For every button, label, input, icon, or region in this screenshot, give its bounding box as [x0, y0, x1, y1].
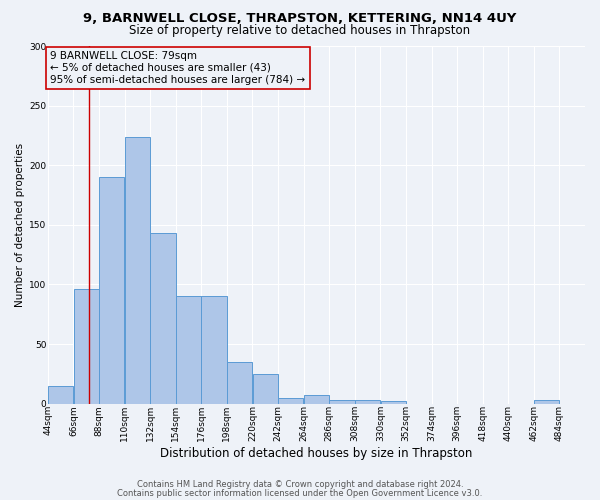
Y-axis label: Number of detached properties: Number of detached properties	[15, 143, 25, 307]
Text: Contains public sector information licensed under the Open Government Licence v3: Contains public sector information licen…	[118, 488, 482, 498]
Bar	[227, 362, 252, 404]
Bar	[99, 177, 124, 404]
X-axis label: Distribution of detached houses by size in Thrapston: Distribution of detached houses by size …	[160, 447, 473, 460]
Bar	[304, 396, 329, 404]
Bar	[278, 398, 304, 404]
Bar	[74, 289, 99, 404]
Bar	[202, 296, 227, 404]
Bar	[125, 136, 150, 404]
Bar	[176, 296, 201, 404]
Bar	[355, 400, 380, 404]
Bar	[48, 386, 73, 404]
Bar	[380, 402, 406, 404]
Text: 9 BARNWELL CLOSE: 79sqm
← 5% of detached houses are smaller (43)
95% of semi-det: 9 BARNWELL CLOSE: 79sqm ← 5% of detached…	[50, 52, 305, 84]
Text: 9, BARNWELL CLOSE, THRAPSTON, KETTERING, NN14 4UY: 9, BARNWELL CLOSE, THRAPSTON, KETTERING,…	[83, 12, 517, 26]
Bar	[253, 374, 278, 404]
Text: Contains HM Land Registry data © Crown copyright and database right 2024.: Contains HM Land Registry data © Crown c…	[137, 480, 463, 489]
Bar	[534, 400, 559, 404]
Bar	[151, 233, 176, 404]
Bar	[329, 400, 355, 404]
Text: Size of property relative to detached houses in Thrapston: Size of property relative to detached ho…	[130, 24, 470, 37]
